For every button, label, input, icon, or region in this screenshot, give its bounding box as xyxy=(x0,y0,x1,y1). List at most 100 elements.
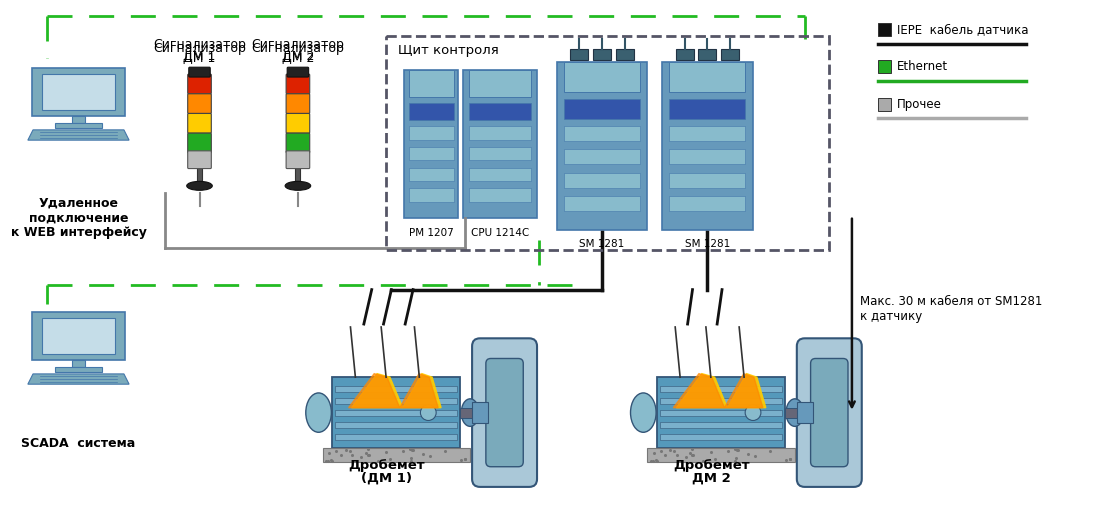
Bar xyxy=(408,70,454,97)
Bar xyxy=(565,63,640,92)
Bar xyxy=(72,360,84,367)
Circle shape xyxy=(745,405,761,420)
Bar xyxy=(408,188,454,201)
FancyBboxPatch shape xyxy=(189,67,210,77)
Bar xyxy=(469,126,531,139)
Polygon shape xyxy=(676,374,728,408)
Bar xyxy=(408,167,454,181)
Bar xyxy=(565,196,640,211)
Bar xyxy=(662,63,753,229)
Bar xyxy=(55,123,102,128)
Text: CPU 1214С: CPU 1214С xyxy=(472,227,529,237)
Bar xyxy=(616,49,633,60)
Bar xyxy=(43,74,115,110)
Bar xyxy=(670,63,745,92)
Text: IEPE  кабель датчика: IEPE кабель датчика xyxy=(897,23,1028,36)
Bar xyxy=(55,367,102,372)
Bar xyxy=(469,147,531,160)
Polygon shape xyxy=(351,374,403,408)
Text: SM 1281: SM 1281 xyxy=(685,240,730,250)
Text: ДМ 2: ДМ 2 xyxy=(282,50,314,63)
Ellipse shape xyxy=(187,181,212,190)
Bar xyxy=(408,103,454,120)
Text: PM 1207: PM 1207 xyxy=(409,227,454,237)
Text: SM 1281: SM 1281 xyxy=(580,240,625,250)
Bar xyxy=(676,49,694,60)
Bar xyxy=(878,98,892,111)
FancyBboxPatch shape xyxy=(473,338,537,487)
Bar xyxy=(785,408,803,418)
Polygon shape xyxy=(27,130,129,140)
Bar xyxy=(657,377,785,448)
Bar xyxy=(323,448,470,462)
Text: ДМ 1: ДМ 1 xyxy=(184,50,216,63)
Bar xyxy=(469,167,531,181)
FancyBboxPatch shape xyxy=(287,74,310,94)
FancyBboxPatch shape xyxy=(188,113,211,133)
Bar xyxy=(565,99,640,119)
Bar xyxy=(660,434,782,440)
Ellipse shape xyxy=(785,399,804,426)
Polygon shape xyxy=(728,374,766,408)
Bar xyxy=(660,410,782,416)
Bar xyxy=(32,312,125,360)
Text: Сигнализатор: Сигнализатор xyxy=(252,42,345,56)
Text: Сигнализатор: Сигнализатор xyxy=(153,39,246,51)
Bar xyxy=(565,126,640,141)
Bar xyxy=(335,410,457,416)
Circle shape xyxy=(420,405,437,420)
Bar xyxy=(72,116,84,123)
Bar xyxy=(796,402,813,423)
Polygon shape xyxy=(399,374,438,408)
Bar xyxy=(660,422,782,428)
Polygon shape xyxy=(673,374,724,408)
Bar xyxy=(469,188,531,201)
Bar xyxy=(404,70,458,218)
Bar xyxy=(565,173,640,188)
Bar xyxy=(878,23,892,36)
Bar xyxy=(570,49,589,60)
Bar xyxy=(408,126,454,139)
Text: Удаленное
подключение
к WEB интерфейсу: Удаленное подключение к WEB интерфейсу xyxy=(11,196,147,239)
Bar xyxy=(333,377,461,448)
FancyBboxPatch shape xyxy=(287,113,310,133)
Text: Прочее: Прочее xyxy=(897,98,942,111)
Bar xyxy=(469,103,531,120)
Bar xyxy=(557,63,648,229)
Bar xyxy=(648,448,794,462)
Bar xyxy=(408,147,454,160)
Text: Сигнализатор: Сигнализатор xyxy=(252,39,345,51)
Bar xyxy=(878,60,892,73)
Bar xyxy=(197,167,202,181)
Bar xyxy=(461,408,478,418)
Bar xyxy=(721,49,738,60)
Polygon shape xyxy=(403,374,441,408)
Bar xyxy=(43,317,115,354)
FancyBboxPatch shape xyxy=(188,151,211,169)
Ellipse shape xyxy=(462,399,479,426)
FancyBboxPatch shape xyxy=(811,358,848,467)
Text: ДМ 2: ДМ 2 xyxy=(282,52,314,65)
Bar xyxy=(295,167,301,181)
Text: ДМ 2: ДМ 2 xyxy=(691,472,731,484)
Bar xyxy=(698,49,717,60)
Bar xyxy=(670,173,745,188)
Text: Ethernet: Ethernet xyxy=(897,60,948,73)
Bar xyxy=(660,386,782,392)
Bar xyxy=(386,36,829,250)
Ellipse shape xyxy=(630,393,656,432)
Ellipse shape xyxy=(306,393,331,432)
Bar xyxy=(335,422,457,428)
FancyBboxPatch shape xyxy=(288,67,309,77)
Polygon shape xyxy=(27,374,129,384)
Text: (ДМ 1): (ДМ 1) xyxy=(361,472,412,484)
Bar xyxy=(670,99,745,119)
Text: Щит контроля: Щит контроля xyxy=(398,43,499,57)
Bar xyxy=(565,149,640,164)
Bar xyxy=(335,386,457,392)
FancyBboxPatch shape xyxy=(287,133,310,153)
Bar xyxy=(335,434,457,440)
Ellipse shape xyxy=(286,181,311,190)
Text: ДМ 1: ДМ 1 xyxy=(184,52,216,65)
Bar xyxy=(473,402,488,423)
